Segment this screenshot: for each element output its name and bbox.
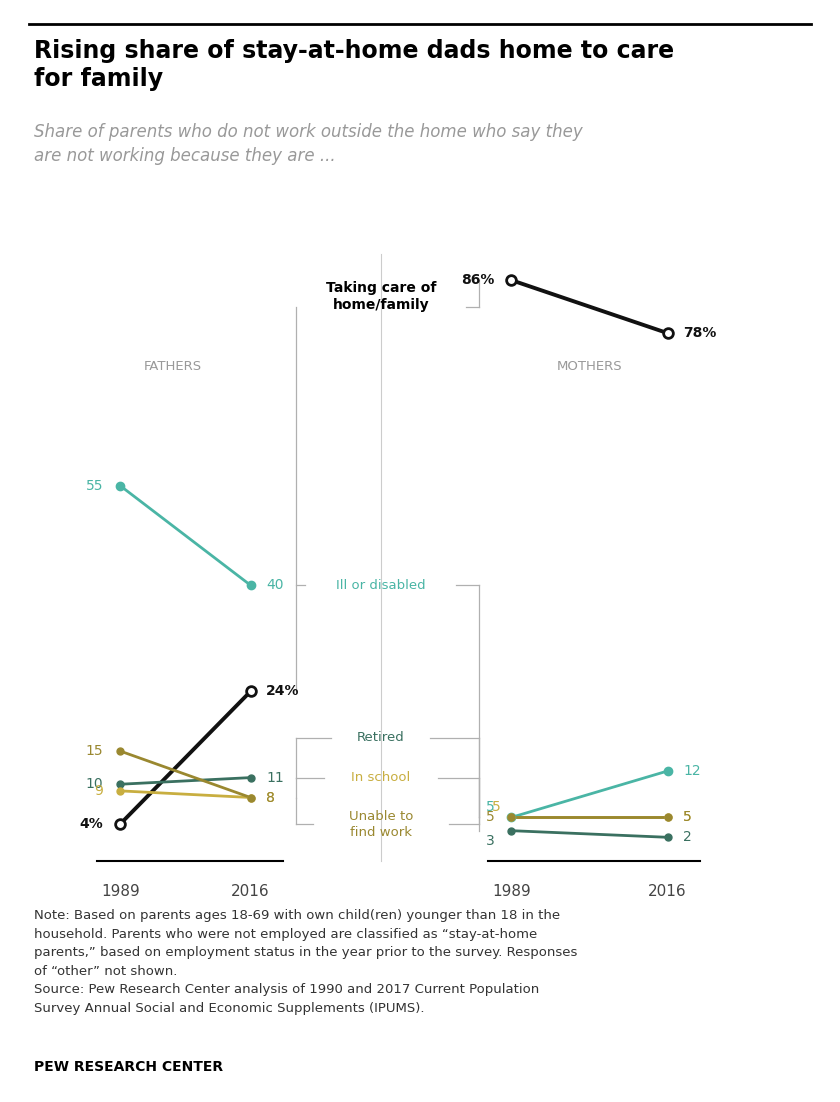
Text: Share of parents who do not work outside the home who say they
are not working b: Share of parents who do not work outside… [34,123,582,165]
Text: Retired: Retired [357,732,405,744]
Text: 8: 8 [266,790,275,804]
Text: 1989: 1989 [492,884,531,899]
Text: Ill or disabled: Ill or disabled [336,579,426,592]
Text: 2016: 2016 [648,884,687,899]
Text: In school: In school [351,771,411,785]
Text: MOTHERS: MOTHERS [557,360,622,372]
Text: 5: 5 [683,810,692,824]
Text: 12: 12 [683,764,701,778]
Text: 8: 8 [266,790,275,804]
Text: 2016: 2016 [231,884,270,899]
Text: 24%: 24% [266,684,300,699]
Text: 55: 55 [86,478,103,493]
Text: 4%: 4% [80,817,103,831]
Text: 5: 5 [486,800,494,814]
Text: 1989: 1989 [101,884,139,899]
Text: 11: 11 [266,770,284,785]
Text: 15: 15 [86,744,103,758]
Text: 10: 10 [86,777,103,791]
Text: PEW RESEARCH CENTER: PEW RESEARCH CENTER [34,1060,223,1074]
Text: 78%: 78% [683,326,717,341]
Text: 40: 40 [266,579,284,592]
Text: Note: Based on parents ages 18-69 with own child(ren) younger than 18 in the
hou: Note: Based on parents ages 18-69 with o… [34,909,577,1015]
Text: 3: 3 [486,833,494,847]
Text: 86%: 86% [461,273,494,288]
Text: 5: 5 [486,810,494,824]
Text: Taking care of
home/family: Taking care of home/family [326,281,436,312]
Text: 5: 5 [492,800,501,814]
Text: Unable to
find work: Unable to find work [349,810,413,839]
Text: 9: 9 [94,784,103,798]
Text: FATHERS: FATHERS [144,360,202,372]
Text: Rising share of stay-at-home dads home to care
for family: Rising share of stay-at-home dads home t… [34,39,674,91]
Text: 5: 5 [683,810,692,824]
Text: 2: 2 [683,830,692,844]
